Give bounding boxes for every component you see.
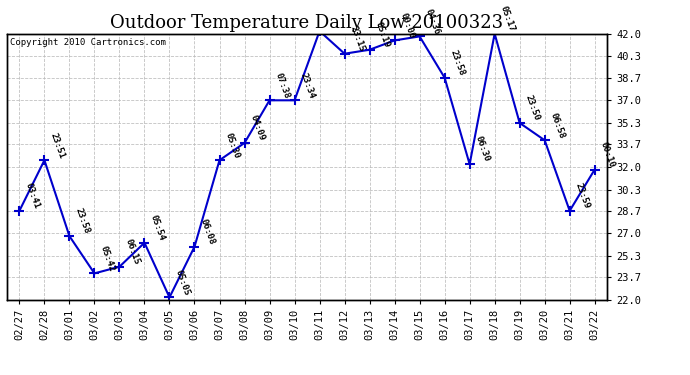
Text: 23:58: 23:58 — [74, 207, 91, 236]
Text: 23:51: 23:51 — [48, 131, 66, 159]
Text: 03:09: 03:09 — [0, 374, 1, 375]
Title: Outdoor Temperature Daily Low 20100323: Outdoor Temperature Daily Low 20100323 — [110, 14, 504, 32]
Text: 23:58: 23:58 — [448, 49, 466, 77]
Text: 06:30: 06:30 — [474, 135, 491, 164]
Text: 05:42: 05:42 — [99, 244, 116, 273]
Text: 05:54: 05:54 — [148, 214, 166, 242]
Text: 06:15: 06:15 — [124, 238, 141, 266]
Text: 06:58: 06:58 — [549, 111, 566, 140]
Text: 23:15: 23:15 — [348, 25, 366, 53]
Text: 04:36: 04:36 — [424, 7, 442, 36]
Text: 00:00: 00:00 — [399, 11, 416, 40]
Text: 06:08: 06:08 — [199, 217, 216, 246]
Text: 03:41: 03:41 — [23, 182, 41, 210]
Text: 05:30: 05:30 — [224, 131, 241, 159]
Text: 00:10: 00:10 — [599, 140, 616, 169]
Text: 23:59: 23:59 — [574, 182, 591, 210]
Text: 23:34: 23:34 — [299, 71, 316, 99]
Text: 05:19: 05:19 — [374, 21, 391, 49]
Text: 07:38: 07:38 — [274, 71, 291, 99]
Text: 05:17: 05:17 — [499, 4, 516, 33]
Text: Copyright 2010 Cartronics.com: Copyright 2010 Cartronics.com — [10, 38, 166, 47]
Text: 23:50: 23:50 — [524, 94, 542, 122]
Text: 04:09: 04:09 — [248, 114, 266, 142]
Text: 05:05: 05:05 — [174, 268, 191, 297]
